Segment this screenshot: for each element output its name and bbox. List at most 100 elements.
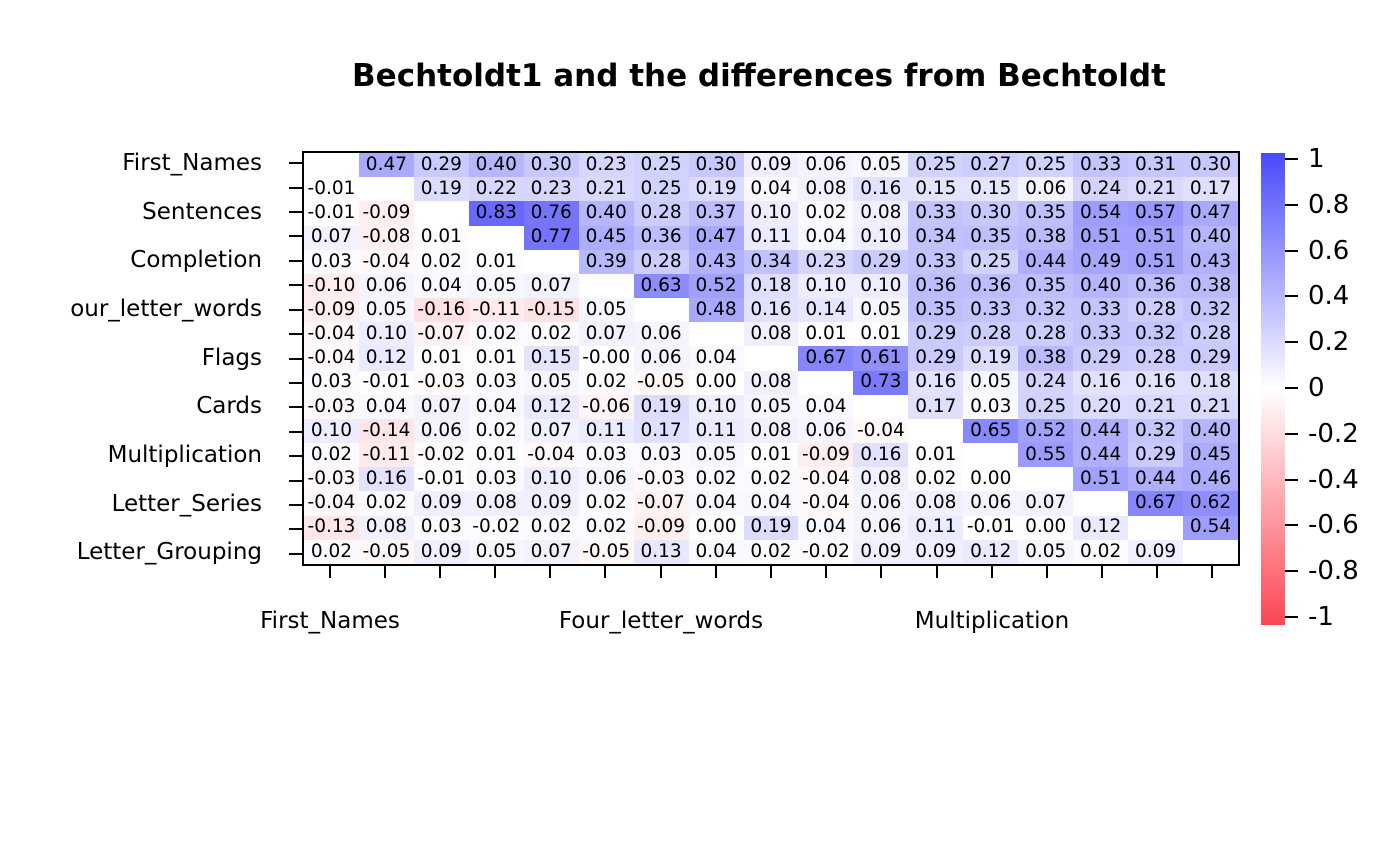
matrix-cell bbox=[469, 226, 524, 250]
matrix-cell: 0.57 bbox=[1128, 201, 1183, 225]
matrix-cell: 0.44 bbox=[1073, 443, 1128, 467]
matrix-cell: -0.02 bbox=[414, 443, 469, 467]
matrix-cell: 0.16 bbox=[853, 443, 908, 467]
matrix-cell: -0.04 bbox=[304, 322, 359, 346]
matrix-cell: 0.04 bbox=[744, 491, 799, 515]
colorbar-tick-label: 0.2 bbox=[1308, 327, 1349, 357]
matrix-cell: -0.10 bbox=[304, 274, 359, 298]
matrix-cell: 0.29 bbox=[1128, 443, 1183, 467]
matrix-cell: -0.07 bbox=[414, 322, 469, 346]
matrix-cell: 0.32 bbox=[1018, 298, 1073, 322]
matrix-cell: -0.06 bbox=[579, 395, 634, 419]
x-axis-tick bbox=[770, 566, 772, 578]
colorbar-tick bbox=[1285, 433, 1298, 435]
x-axis-tick bbox=[384, 566, 386, 578]
matrix-cell: 0.40 bbox=[1183, 419, 1238, 443]
chart-title: Bechtoldt1 and the differences from Bech… bbox=[0, 58, 1400, 94]
matrix-cell: -0.01 bbox=[359, 371, 414, 395]
matrix-cell: 0.08 bbox=[744, 322, 799, 346]
matrix-cell: 0.32 bbox=[1128, 322, 1183, 346]
matrix-cell: 0.10 bbox=[524, 467, 579, 491]
matrix-cell: -0.01 bbox=[304, 177, 359, 201]
colorbar-tick-label: 0 bbox=[1308, 373, 1325, 403]
matrix-cell: 0.67 bbox=[798, 346, 853, 370]
matrix-cell: 0.05 bbox=[853, 153, 908, 177]
matrix-cell: 0.00 bbox=[689, 371, 744, 395]
y-axis-tick bbox=[289, 358, 302, 360]
matrix-cell: -0.01 bbox=[414, 467, 469, 491]
matrix-cell: 0.02 bbox=[798, 201, 853, 225]
matrix-cell: 0.39 bbox=[579, 250, 634, 274]
matrix-cell: 0.19 bbox=[689, 177, 744, 201]
matrix-cell: 0.28 bbox=[1128, 346, 1183, 370]
y-axis-label: Multiplication bbox=[0, 441, 262, 469]
matrix-cell: 0.21 bbox=[1128, 395, 1183, 419]
matrix-cell: -0.05 bbox=[359, 540, 414, 564]
matrix-cell: 0.17 bbox=[1183, 177, 1238, 201]
matrix-cell: 0.30 bbox=[963, 201, 1018, 225]
matrix-cell: 0.43 bbox=[689, 250, 744, 274]
matrix-cell: 0.40 bbox=[469, 153, 524, 177]
matrix-cell: 0.04 bbox=[798, 226, 853, 250]
matrix-cell: 0.32 bbox=[1128, 419, 1183, 443]
matrix-cell bbox=[359, 177, 414, 201]
matrix-cell: 0.05 bbox=[689, 443, 744, 467]
matrix-cell: -0.14 bbox=[359, 419, 414, 443]
matrix-cell: 0.77 bbox=[524, 226, 579, 250]
matrix-cell: 0.30 bbox=[1183, 153, 1238, 177]
matrix-cell: 0.07 bbox=[524, 540, 579, 564]
matrix-cell: -0.09 bbox=[634, 516, 689, 540]
y-axis-tick bbox=[289, 553, 302, 555]
matrix-cell bbox=[689, 322, 744, 346]
matrix-cell: 0.05 bbox=[524, 371, 579, 395]
matrix-cell: 0.17 bbox=[908, 395, 963, 419]
matrix-cell: 0.31 bbox=[1128, 153, 1183, 177]
y-axis-tick bbox=[289, 480, 302, 482]
matrix-cell: 0.44 bbox=[1128, 467, 1183, 491]
matrix-cell: -0.02 bbox=[469, 516, 524, 540]
matrix-cell: 0.33 bbox=[908, 201, 963, 225]
matrix-cell: 0.23 bbox=[579, 153, 634, 177]
matrix-cell: 0.33 bbox=[963, 298, 1018, 322]
colorbar-tick bbox=[1285, 570, 1298, 572]
matrix-cell: 0.00 bbox=[963, 467, 1018, 491]
matrix-cell: 0.51 bbox=[1073, 226, 1128, 250]
matrix-cell: 0.00 bbox=[1018, 516, 1073, 540]
matrix-cell: 0.29 bbox=[1183, 346, 1238, 370]
matrix-cell: 0.28 bbox=[963, 322, 1018, 346]
matrix-cell: 0.06 bbox=[798, 153, 853, 177]
matrix-cell: 0.63 bbox=[634, 274, 689, 298]
matrix-cell: 0.30 bbox=[689, 153, 744, 177]
matrix-cell: 0.45 bbox=[1183, 443, 1238, 467]
matrix-cell: 0.05 bbox=[469, 540, 524, 564]
matrix-cell: -0.13 bbox=[304, 516, 359, 540]
y-axis-tick bbox=[289, 187, 302, 189]
matrix-cell: 0.83 bbox=[469, 201, 524, 225]
matrix-cell: 0.02 bbox=[414, 250, 469, 274]
correlation-plot-figure: Bechtoldt1 and the differences from Bech… bbox=[0, 0, 1400, 866]
matrix-cell: 0.03 bbox=[469, 467, 524, 491]
colorbar-tick bbox=[1285, 387, 1298, 389]
matrix-cell: 0.38 bbox=[1018, 226, 1073, 250]
colorbar-tick-label: 0.4 bbox=[1308, 281, 1349, 311]
y-axis-tick bbox=[289, 211, 302, 213]
matrix-cell: 0.10 bbox=[744, 201, 799, 225]
matrix-cell: 0.06 bbox=[853, 516, 908, 540]
matrix-cell: 0.07 bbox=[304, 226, 359, 250]
matrix-cell: 0.29 bbox=[853, 250, 908, 274]
matrix-cell: 0.03 bbox=[634, 443, 689, 467]
matrix-cell: 0.35 bbox=[1018, 201, 1073, 225]
y-axis-tick bbox=[289, 162, 302, 164]
matrix-cell: 0.00 bbox=[689, 516, 744, 540]
colorbar-tick-label: -1 bbox=[1308, 602, 1334, 632]
matrix-cell: 0.45 bbox=[579, 226, 634, 250]
matrix-cell: 0.06 bbox=[359, 274, 414, 298]
matrix-cell: -0.04 bbox=[304, 491, 359, 515]
matrix-cell: 0.01 bbox=[744, 443, 799, 467]
matrix-cell: 0.35 bbox=[1018, 274, 1073, 298]
matrix-cell: 0.01 bbox=[414, 226, 469, 250]
matrix-cell: 0.16 bbox=[744, 298, 799, 322]
matrix-cell bbox=[304, 153, 359, 177]
matrix-cell: 0.28 bbox=[634, 201, 689, 225]
matrix-cell: 0.02 bbox=[579, 491, 634, 515]
